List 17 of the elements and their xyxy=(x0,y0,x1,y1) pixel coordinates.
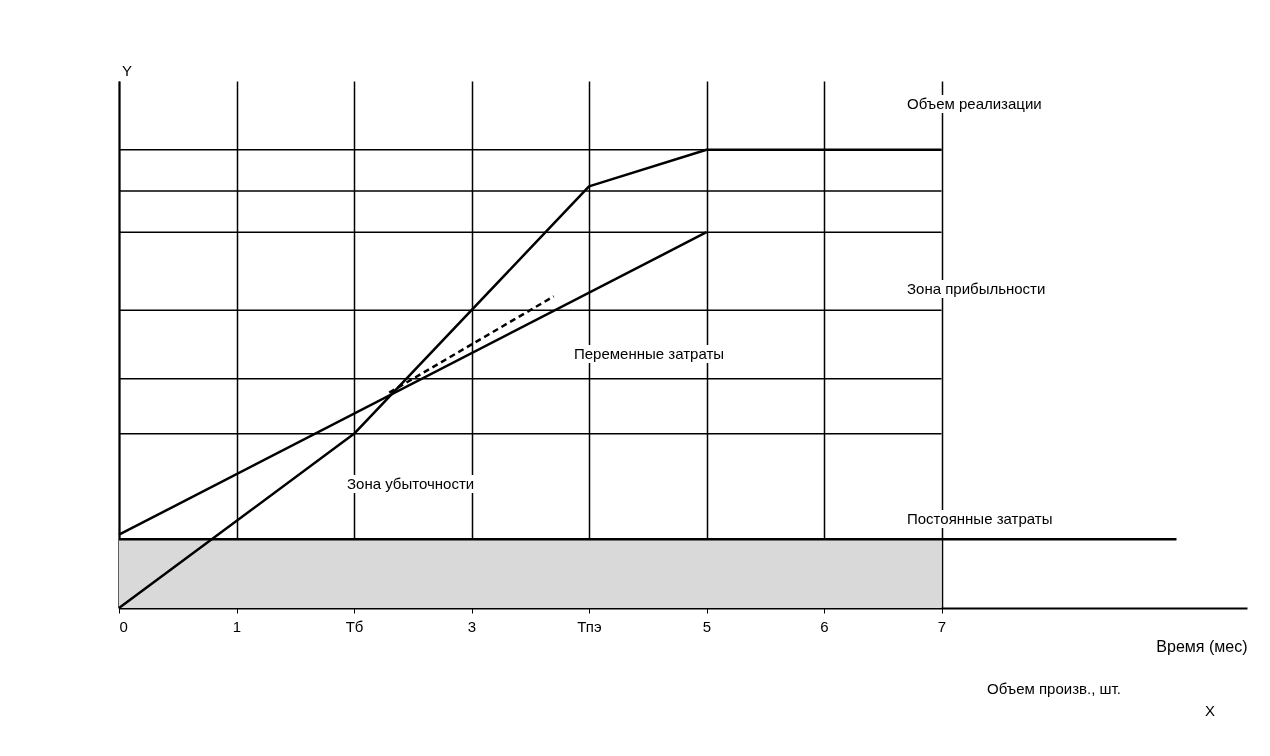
x-tick-label: 5 xyxy=(702,617,712,635)
annotation: Постоянные затраты xyxy=(905,510,1055,528)
x-axis-title: Время (мес) xyxy=(1156,637,1248,655)
x-tick-label: Тб xyxy=(345,617,364,635)
text: Объем произв., шт. xyxy=(985,680,1123,698)
annotation: Зона убыточности xyxy=(345,475,477,493)
annotation: Переменные затраты xyxy=(572,345,727,363)
x-tick-label: 7 xyxy=(937,617,947,635)
x-tick-label: 1 xyxy=(232,617,242,635)
annotation: Зона прибыльности xyxy=(905,280,1048,298)
x-tick-label: 0 xyxy=(119,617,128,635)
x-tick-label: 6 xyxy=(820,617,829,635)
x-tick-label: Тпэ xyxy=(577,617,602,635)
text: Объем реализации xyxy=(905,95,1044,113)
text: X xyxy=(1203,702,1218,720)
x-tick-label: 3 xyxy=(467,617,477,635)
text: Y xyxy=(120,62,135,80)
